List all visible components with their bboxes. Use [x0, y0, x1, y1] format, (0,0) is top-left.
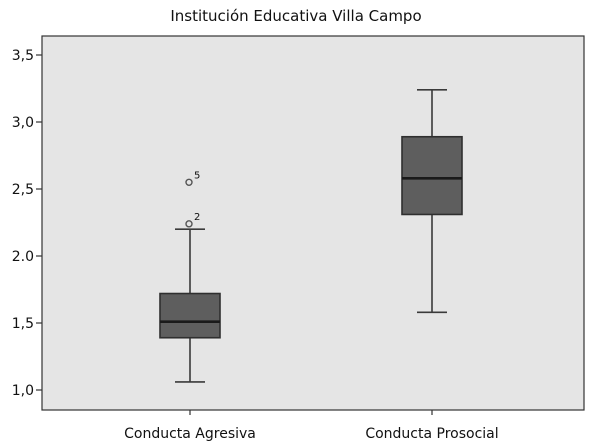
y-tick-label: 1,0 — [12, 383, 34, 399]
x-category-label: Conducta Agresiva — [124, 426, 256, 442]
y-axis: 1,0 1,5 2.0 2,5 3,0 3,5 — [12, 48, 42, 399]
chart-title: Institución Educativa Villa Campo — [170, 7, 421, 25]
y-tick-label: 3,0 — [12, 115, 34, 131]
y-tick-label: 2,5 — [12, 182, 34, 198]
outlier-label: 5 — [194, 170, 200, 181]
box-group — [401, 89, 463, 314]
x-category-label: Conducta Prosocial — [365, 426, 498, 442]
outlier-point — [185, 220, 193, 228]
box-group: 52 — [159, 170, 221, 383]
boxes: 52 — [159, 89, 463, 383]
plot-area — [41, 35, 585, 411]
iqr-box — [401, 135, 463, 216]
x-axis: Conducta Agresiva Conducta Prosocial — [124, 410, 499, 442]
y-tick-label: 1,5 — [12, 316, 34, 332]
y-tick-label: 3,5 — [12, 48, 34, 64]
outlier-label: 2 — [194, 212, 200, 223]
y-tick-label: 2.0 — [12, 249, 34, 265]
iqr-box — [159, 292, 221, 339]
outlier-point — [185, 178, 193, 187]
